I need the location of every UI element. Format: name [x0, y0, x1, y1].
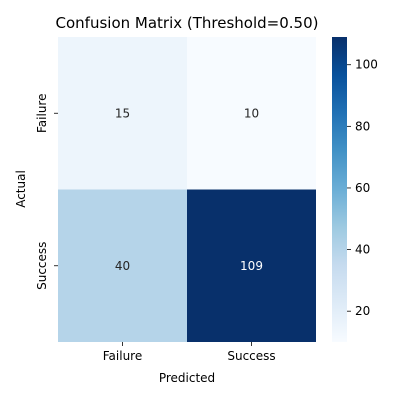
colorbar-tick-label: 100 — [355, 58, 378, 72]
cell-value-label: 10 — [244, 106, 259, 120]
heatmap-cell — [58, 189, 187, 342]
chart-title: Confusion Matrix (Threshold=0.50) — [56, 14, 319, 32]
y-axis-ticks: Failure Success — [35, 94, 58, 290]
heatmap-cell — [187, 189, 316, 342]
heatmap-cell — [187, 37, 316, 190]
heatmap-cell — [58, 37, 187, 190]
y-axis-label: Actual — [14, 170, 28, 208]
y-tick-label: Failure — [35, 94, 49, 133]
colorbar-ticks: 20 40 60 80 100 — [347, 58, 378, 318]
x-axis-ticks: Failure Success — [103, 342, 276, 363]
x-tick-label: Failure — [103, 349, 142, 363]
x-tick-label: Success — [227, 349, 275, 363]
heatmap-cells: 15 10 40 109 — [58, 37, 316, 342]
colorbar-tick-label: 80 — [355, 119, 370, 133]
colorbar — [332, 37, 347, 342]
x-axis-label: Predicted — [159, 371, 215, 385]
cell-value-label: 15 — [115, 106, 130, 120]
colorbar-tick-label: 20 — [355, 304, 370, 318]
cell-value-label: 40 — [115, 259, 130, 273]
colorbar-tick-label: 60 — [355, 181, 370, 195]
colorbar-tick-label: 40 — [355, 243, 370, 257]
cell-value-label: 109 — [240, 259, 263, 273]
y-tick-label: Success — [35, 242, 49, 290]
